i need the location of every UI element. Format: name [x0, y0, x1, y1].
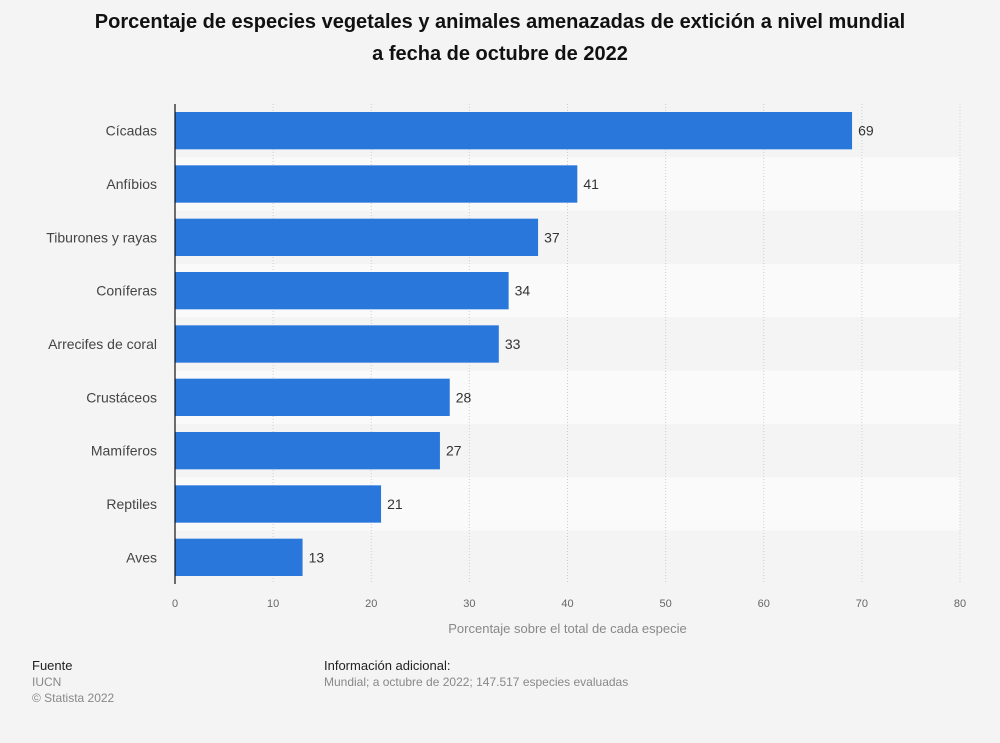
x-axis-title: Porcentaje sobre el total de cada especi…	[448, 621, 687, 636]
x-tick-label: 60	[758, 598, 770, 610]
bar-4	[175, 272, 509, 310]
value-label: 33	[505, 336, 521, 352]
category-label: Anfíbios	[106, 176, 157, 192]
x-tick-label: 30	[463, 598, 475, 610]
category-label: Mamíferos	[91, 443, 157, 459]
bar-1	[175, 112, 853, 150]
x-tick-label: 50	[660, 598, 672, 610]
info-text: Mundial; a octubre de 2022; 147.517 espe…	[324, 675, 629, 689]
value-label: 28	[456, 389, 472, 405]
chart-title: Porcentaje de especies vegetales y anima…	[40, 6, 960, 70]
value-label: 13	[309, 549, 325, 565]
category-label: Crustáceos	[86, 389, 157, 405]
category-label: Coníferas	[96, 283, 157, 299]
value-label: 34	[515, 283, 531, 299]
source-name: IUCN	[32, 675, 62, 689]
x-tick-label: 0	[172, 598, 178, 610]
x-tick-label: 40	[561, 598, 573, 610]
bar-8	[175, 485, 382, 523]
category-label: Reptiles	[106, 496, 157, 512]
source-heading: Fuente	[32, 658, 73, 673]
bar-6	[175, 378, 450, 416]
category-label: Aves	[126, 549, 157, 565]
info-heading: Información adicional:	[324, 658, 451, 673]
value-label: 27	[446, 443, 462, 459]
bar-3	[175, 218, 539, 256]
category-label: Tiburones y rayas	[46, 229, 157, 245]
bar-7	[175, 432, 440, 470]
chart-title-line-2: a fecha de octubre de 2022	[372, 43, 628, 65]
category-label: Cícadas	[106, 123, 157, 139]
value-label: 37	[544, 229, 560, 245]
x-tick-label: 20	[365, 598, 377, 610]
chart-title-line-1: Porcentaje de especies vegetales y anima…	[94, 11, 906, 33]
bar-chart: Cícadas 69 Anfíbios 41 Tiburones y rayas 37 Co…	[46, 104, 966, 636]
value-label: 21	[387, 496, 403, 512]
bar-5	[175, 325, 499, 363]
category-label: Arrecifes de coral	[48, 336, 157, 352]
bar-9	[175, 538, 303, 576]
value-label: 69	[858, 123, 874, 139]
value-label: 41	[583, 176, 599, 192]
bar-2	[175, 165, 578, 203]
x-tick-label: 80	[954, 598, 966, 610]
info-block: Información adicional: Mundial; a octubr…	[324, 658, 628, 690]
x-tick-label: 10	[267, 598, 279, 610]
x-tick-label: 70	[856, 598, 868, 610]
source-block: Fuente IUCN © Statista 2022	[32, 658, 114, 706]
source-copyright: © Statista 2022	[32, 691, 115, 705]
